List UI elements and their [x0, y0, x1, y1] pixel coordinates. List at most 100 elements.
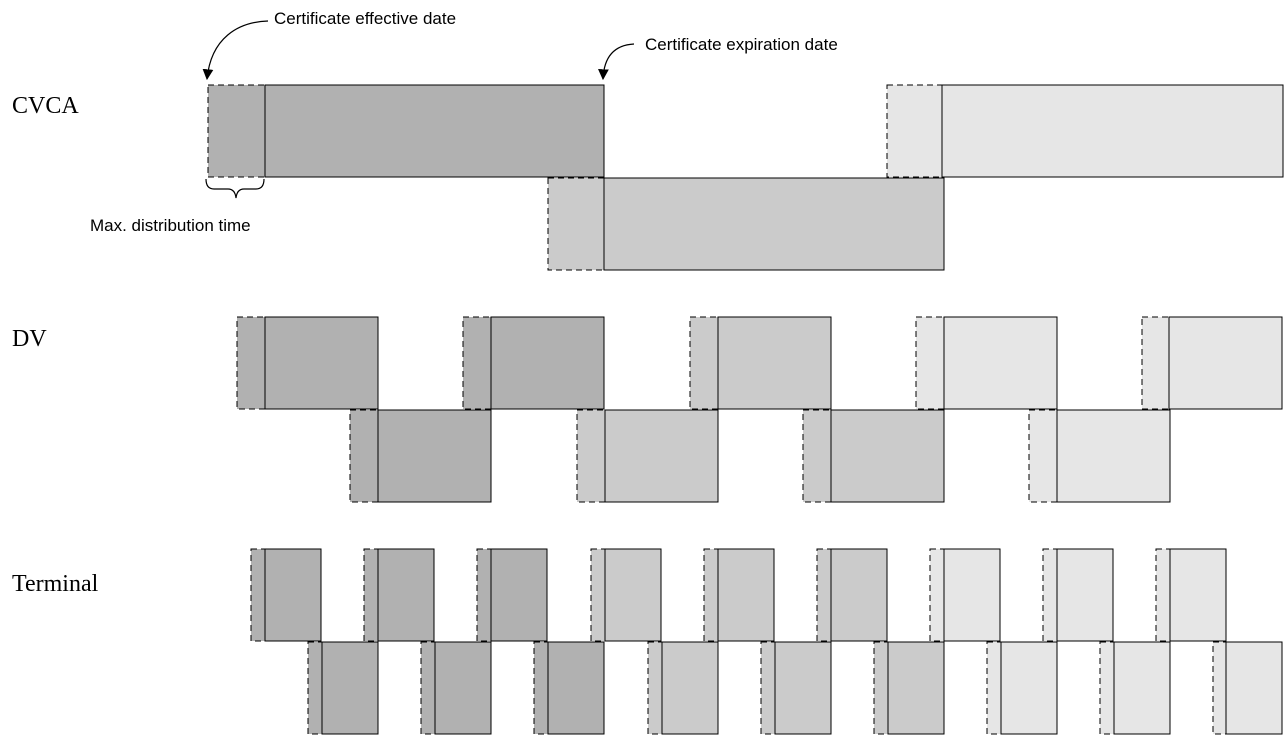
- distribution-brace: [205, 178, 265, 199]
- validity-period: [604, 548, 662, 642]
- validity-period: [377, 548, 435, 642]
- terminal-cert-9: [1155, 548, 1227, 642]
- distribution-outline: [207, 84, 266, 178]
- validity-period: [717, 316, 832, 410]
- distribution-outline: [1212, 641, 1227, 735]
- validity-period: [943, 548, 1001, 642]
- validity-period: [1000, 641, 1058, 735]
- validity-period: [941, 84, 1284, 178]
- distribution-window: [803, 410, 831, 502]
- distribution-outline: [476, 548, 492, 642]
- distribution-outline: [1099, 641, 1115, 735]
- validity-period: [434, 641, 492, 735]
- terminal-cert-17: [1099, 641, 1171, 735]
- distribution-window: [237, 317, 265, 409]
- distribution-window: [251, 549, 265, 641]
- distribution-window: [1029, 410, 1057, 502]
- distribution-outline: [1042, 548, 1058, 642]
- distribution-outline: [590, 548, 606, 642]
- dv-cert-8: [1028, 409, 1171, 503]
- terminal-cert-8: [1042, 548, 1114, 642]
- expiration-date-arrow: [598, 43, 635, 81]
- distribution-window: [421, 642, 435, 734]
- distribution-outline: [349, 409, 379, 503]
- effective-date-label: Certificate effective date: [274, 9, 456, 28]
- distribution-window: [930, 549, 944, 641]
- terminal-cert-4: [590, 548, 662, 642]
- validity-period: [830, 409, 945, 503]
- dv-cert-1: [236, 316, 379, 410]
- distribution-outline: [986, 641, 1002, 735]
- distribution-outline: [1028, 409, 1058, 503]
- distribution-outline: [420, 641, 436, 735]
- distribution-outline: [873, 641, 889, 735]
- expiration-date-label: Certificate expiration date: [645, 35, 838, 54]
- distribution-outline: [689, 316, 719, 410]
- validity-period: [1056, 409, 1171, 503]
- validity-period: [887, 641, 945, 735]
- dv-cert-7: [915, 316, 1058, 410]
- validity-period: [603, 177, 945, 271]
- dv-cert-4: [576, 409, 719, 503]
- distribution-window: [548, 178, 604, 270]
- terminal-cert-15: [873, 641, 945, 735]
- row-label-dv: DV: [12, 326, 47, 352]
- distribution-outline: [1141, 316, 1170, 410]
- distribution-outline: [703, 548, 719, 642]
- dv-cert-2: [349, 409, 492, 503]
- distribution-window: [648, 642, 662, 734]
- distribution-window: [463, 317, 491, 409]
- terminal-cert-3: [476, 548, 548, 642]
- validity-period: [264, 84, 605, 178]
- validity-period: [377, 409, 492, 503]
- validity-period: [774, 641, 832, 735]
- validity-period: [264, 316, 379, 410]
- terminal-cert-16: [986, 641, 1058, 735]
- distribution-window: [1100, 642, 1114, 734]
- distribution-outline: [363, 548, 379, 642]
- dv-cert-5: [689, 316, 832, 410]
- distribution-window: [308, 642, 322, 734]
- effective-date-arrow: [202, 20, 269, 81]
- validity-period: [1168, 316, 1283, 410]
- dv-cert-9: [1141, 316, 1283, 410]
- terminal-cert-5: [703, 548, 775, 642]
- distribution-window: [350, 410, 378, 502]
- distribution-window: [916, 317, 944, 409]
- distribution-window: [1043, 549, 1057, 641]
- validity-period: [1169, 548, 1227, 642]
- terminal-cert-12: [533, 641, 605, 735]
- validity-period: [717, 548, 775, 642]
- terminal-cert-13: [647, 641, 719, 735]
- distribution-time-label: Max. distribution time: [90, 216, 251, 235]
- distribution-outline: [1155, 548, 1171, 642]
- distribution-window: [208, 85, 265, 177]
- distribution-outline: [576, 409, 606, 503]
- distribution-outline: [533, 641, 549, 735]
- distribution-outline: [547, 177, 605, 271]
- distribution-outline: [307, 641, 323, 735]
- terminal-cert-2: [363, 548, 435, 642]
- terminal-cert-7: [929, 548, 1001, 642]
- validity-period: [1225, 641, 1283, 735]
- distribution-outline: [929, 548, 945, 642]
- distribution-window: [887, 85, 942, 177]
- validity-period: [1056, 548, 1114, 642]
- dv-cert-6: [802, 409, 945, 503]
- terminal-cert-10: [307, 641, 379, 735]
- validity-period: [490, 316, 605, 410]
- distribution-outline: [647, 641, 663, 735]
- validity-period: [604, 409, 719, 503]
- distribution-window: [1142, 317, 1169, 409]
- validity-period: [1113, 641, 1171, 735]
- validity-period: [830, 548, 888, 642]
- distribution-outline: [760, 641, 776, 735]
- distribution-outline: [250, 548, 266, 642]
- validity-period: [321, 641, 379, 735]
- distribution-window: [477, 549, 491, 641]
- terminal-cert-14: [760, 641, 832, 735]
- distribution-window: [1156, 549, 1170, 641]
- distribution-outline: [462, 316, 492, 410]
- cvca-cert-3: [886, 84, 1284, 178]
